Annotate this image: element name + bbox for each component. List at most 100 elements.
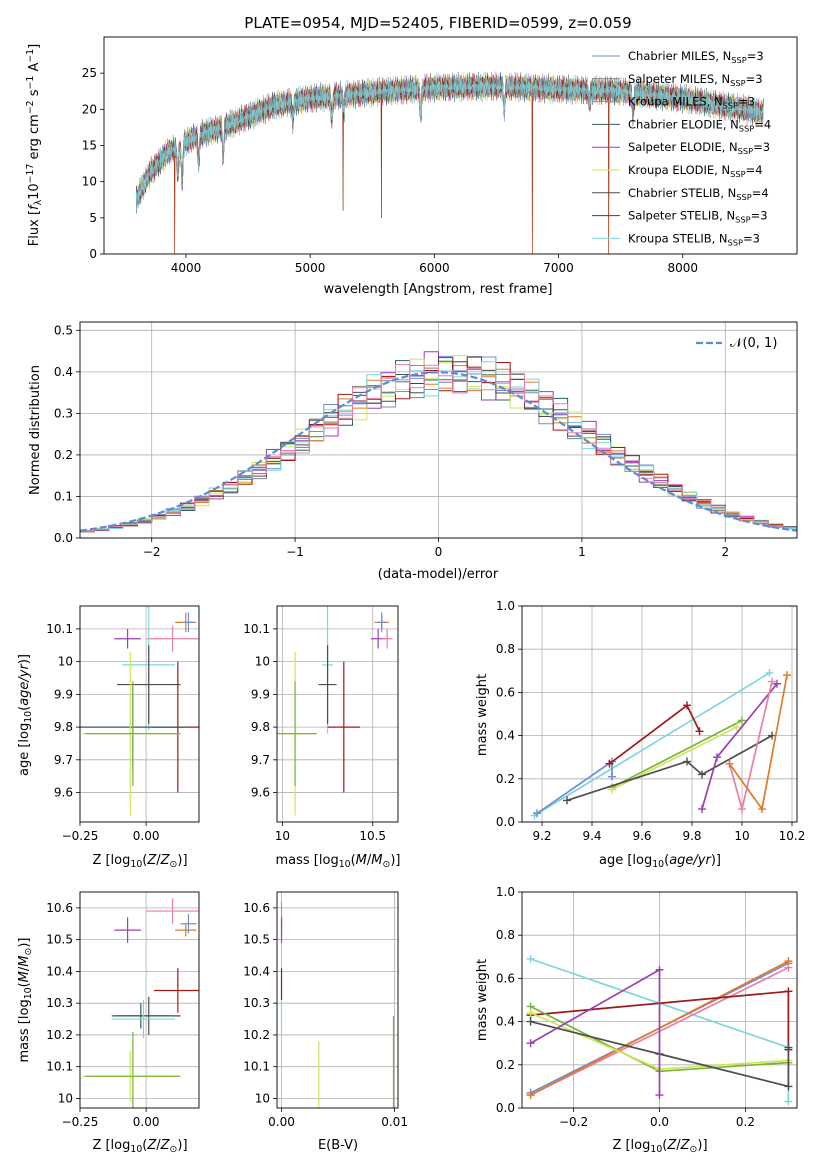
ytick-label: 0.6 xyxy=(496,685,515,699)
axes-age-vs-Z: −0.25 0.00 9.6 9.7 9.8 9.9 10 10.1 xyxy=(46,605,200,843)
xtick-label: 6000 xyxy=(419,261,450,275)
ytick-label: 0.0 xyxy=(496,815,515,829)
ytick-label: 0.8 xyxy=(496,642,515,656)
weight-series xyxy=(605,701,704,768)
x-axis-label: wavelength [Angstrom, rest frame] xyxy=(324,282,553,297)
grid-mass-vs-Z xyxy=(79,892,199,1108)
ytick-label: 10.3 xyxy=(46,996,73,1010)
ytick-label: 1.0 xyxy=(496,599,515,613)
weight-marker xyxy=(533,809,541,818)
ytick-label: 20 xyxy=(82,102,97,116)
ytick-label: 10.2 xyxy=(243,1028,270,1042)
ytick-label: 10 xyxy=(255,655,270,669)
ytick-label: 9.7 xyxy=(251,753,270,767)
errorbar-point xyxy=(85,681,181,786)
y-axis-label: age [log10(age/yr)] xyxy=(17,654,34,776)
weight-marker xyxy=(698,805,706,814)
weight-line xyxy=(530,968,661,1095)
normal-curve xyxy=(80,371,797,532)
weight-marker xyxy=(526,1091,535,1100)
ytick-label: 0.2 xyxy=(54,448,73,462)
legend-entry: Kroupa ELODIE, NSSP=4 xyxy=(628,163,763,179)
weight-line xyxy=(530,1020,790,1088)
ytick-label: 9.9 xyxy=(251,687,270,701)
xtick-label: 10 xyxy=(734,829,749,843)
weight-line xyxy=(536,759,613,815)
x-axis-label: (data-model)/error xyxy=(378,567,499,582)
weight-marker xyxy=(765,668,774,677)
axes-frame xyxy=(103,36,798,255)
xtick-label: −1 xyxy=(286,545,304,559)
grid-weight-vs-age xyxy=(522,605,797,823)
axes-frame xyxy=(79,891,200,1109)
ytick-label: 9.9 xyxy=(54,687,73,701)
weight-marker xyxy=(683,701,691,710)
ticks-spectrum: 4000 5000 6000 7000 8000 0 5 10 15 20 25 xyxy=(82,66,698,275)
axes-residuals: −2 −1 0 1 2 0.0 0.1 0.2 0.3 0.4 0.5 xyxy=(54,321,798,559)
y-axis-label: mass weight xyxy=(475,674,490,756)
xtick-label: 0.0 xyxy=(650,1115,669,1129)
weight-marker xyxy=(655,1091,664,1100)
weight-marker xyxy=(608,772,616,781)
weight-series xyxy=(526,1017,793,1091)
weight-marker xyxy=(758,805,766,814)
xtick-label: −0.2 xyxy=(559,1115,588,1129)
ytick-label: 0.3 xyxy=(54,406,73,420)
xtick-label: 0.00 xyxy=(133,829,160,843)
x-axis-label: Z [log10(Z/Z⊙)] xyxy=(92,1138,187,1155)
xtick-label: −0.25 xyxy=(62,829,99,843)
xtick-label: 2 xyxy=(721,545,729,559)
ytick-label: 10.1 xyxy=(243,1060,270,1074)
errorbar-point xyxy=(154,968,199,1013)
legend-entry: Chabrier ELODIE, NSSP=4 xyxy=(628,117,771,133)
weight-marker xyxy=(655,965,664,974)
xtick-label: 0 xyxy=(435,545,443,559)
errorbar-point xyxy=(175,923,197,937)
axes-weight-vs-age: 9.2 9.4 9.6 9.8 10 10.2 0.0 0.2 0.4 0.6 0.8 1.0 xyxy=(496,599,805,843)
ytick-label: 0.1 xyxy=(54,489,73,503)
spectrum-line xyxy=(136,71,764,212)
ytick-label: 10.6 xyxy=(46,901,73,915)
ytick-label: 10.6 xyxy=(243,901,270,915)
plot-area-age-vs-mass xyxy=(277,606,393,816)
weight-marker xyxy=(698,770,706,779)
legend-entry: Kroupa STELIB, NSSP=3 xyxy=(628,231,760,247)
weight-marker xyxy=(526,954,535,963)
ytick-label: 10.2 xyxy=(46,1028,73,1042)
weight-marker xyxy=(784,1097,793,1106)
x-axis-label: age [log10(age/yr)] xyxy=(599,853,721,870)
axes-age-vs-mass: 10 10.5 9.6 9.7 9.8 9.9 10 10.1 xyxy=(243,605,399,843)
errorbar-point xyxy=(146,898,199,924)
xtick-label: 0.00 xyxy=(133,1115,160,1129)
errorbar-point xyxy=(146,625,199,652)
weight-marker xyxy=(784,957,793,966)
weight-marker xyxy=(768,677,776,686)
legend-entry: Chabrier MILES, NSSP=3 xyxy=(628,49,764,65)
legend-entry: Chabrier STELIB, NSSP=4 xyxy=(628,186,769,202)
weight-marker xyxy=(725,759,734,768)
x-axis-label: Z [log10(Z/Z⊙)] xyxy=(92,853,187,870)
weight-marker xyxy=(526,1008,535,1017)
plot-area-residuals xyxy=(80,351,797,533)
y-axis-label: Normed distribution xyxy=(28,365,43,495)
weight-line xyxy=(534,672,770,817)
chart-title: PLATE=0954, MJD=52405, FIBERID=0599, z=0… xyxy=(244,14,631,32)
ticks-age-vs-Z: −0.25 0.00 9.6 9.7 9.8 9.9 10 10.1 xyxy=(46,622,159,843)
xtick-label: 9.4 xyxy=(582,829,601,843)
axes-mass-vs-Z: −0.25 0.00 10 10.1 10.2 10.3 10.4 10.5 10.6 xyxy=(46,891,200,1129)
weight-marker xyxy=(605,759,614,768)
axes-weight-vs-Z: −0.2 0.0 0.2 0.0 0.2 0.4 0.6 0.8 1.0 xyxy=(496,885,798,1129)
xtick-label: −2 xyxy=(143,545,161,559)
xtick-label: 7000 xyxy=(543,261,574,275)
errorbar-point xyxy=(114,917,141,943)
weight-marker xyxy=(784,987,793,996)
weight-marker xyxy=(526,1039,535,1048)
ytick-label: 0.8 xyxy=(496,928,515,942)
errorbar-point xyxy=(381,628,393,649)
xtick-label: 10.5 xyxy=(359,829,386,843)
axes-frame xyxy=(521,605,798,823)
weight-series xyxy=(725,671,791,814)
ytick-label: 9.6 xyxy=(251,786,270,800)
ytick-label: 9.6 xyxy=(54,786,73,800)
ytick-label: 10.5 xyxy=(46,933,73,947)
